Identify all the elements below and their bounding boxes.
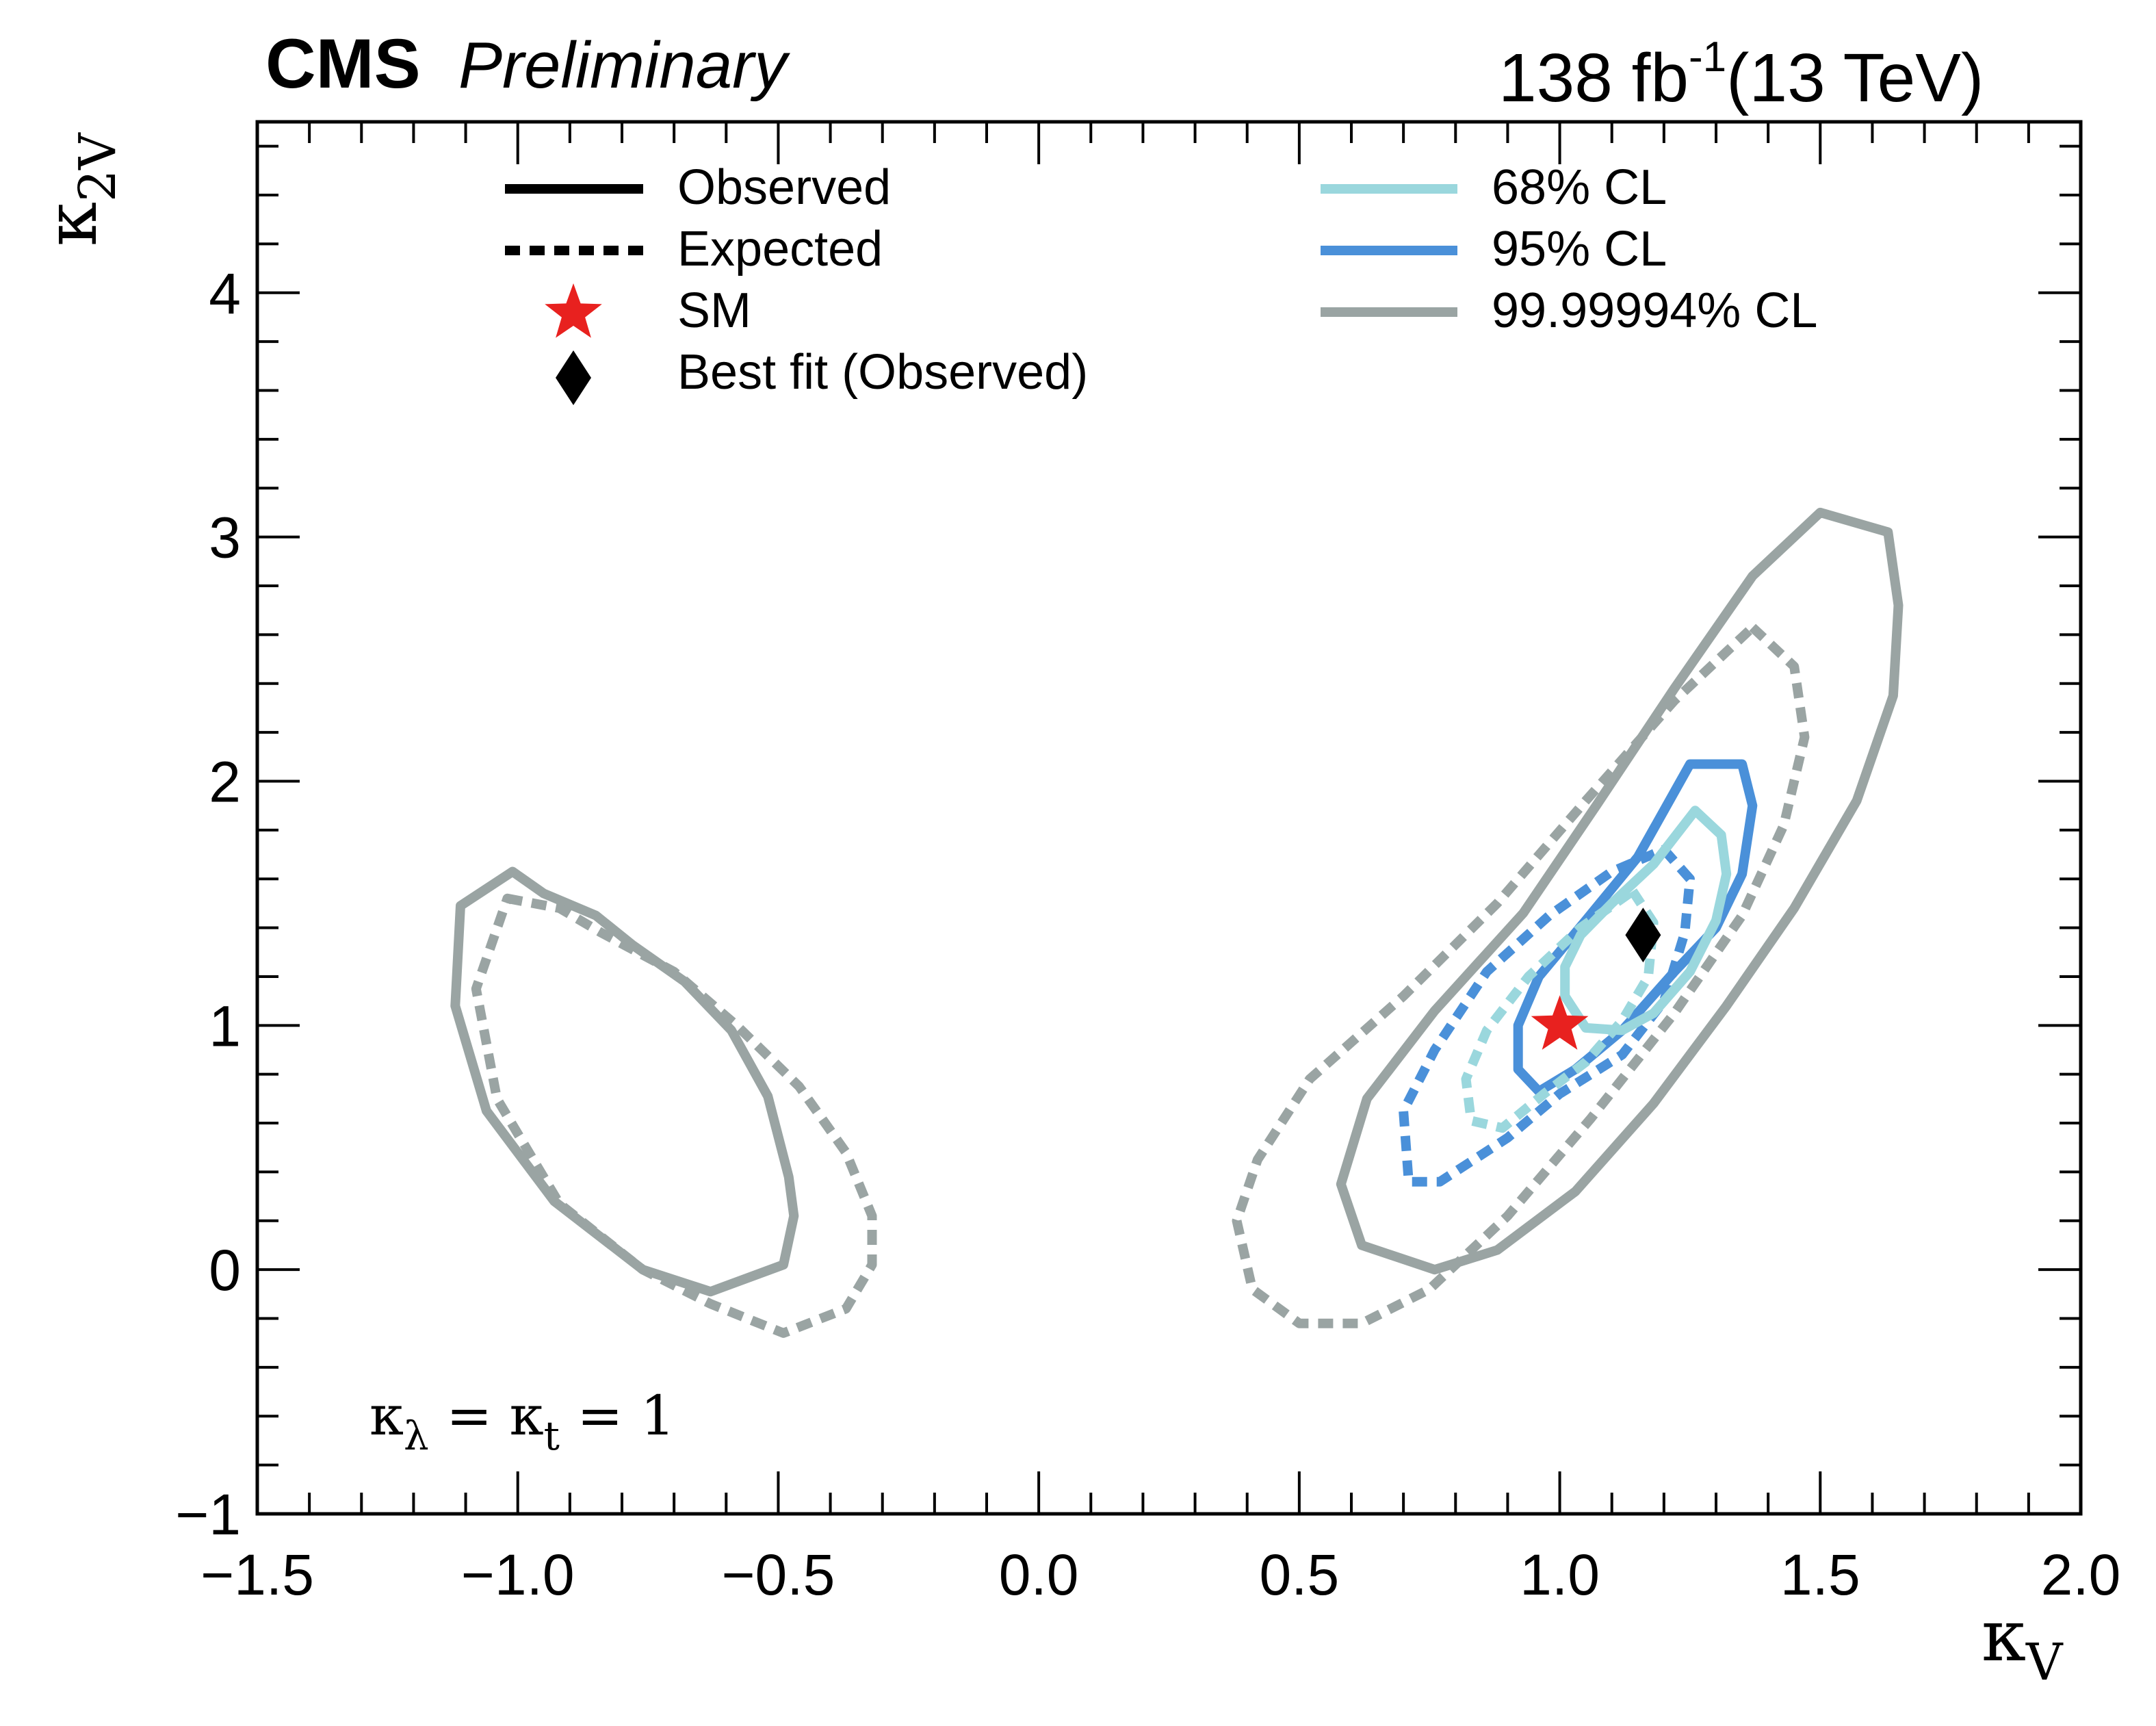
y-tick-label: 1 [209,994,241,1058]
legend-cl99-label: 99.99994% CL [1492,283,1817,338]
x-tick-label: 1.0 [1520,1543,1600,1607]
legend-expected-label: Expected [677,222,883,276]
contour-exp-99-left [471,893,877,1338]
x-tick-label: 0.0 [999,1543,1079,1607]
contour-exp-99-right [1232,622,1810,1328]
legend-sm-star-icon [545,283,602,338]
contour-exp-68 [1461,886,1659,1133]
coupling-annotation: κλ = κt = 1 [369,1384,675,1459]
y-tick-label: 3 [209,506,241,570]
best-fit-diamond-marker [1625,907,1661,963]
preliminary-label: Preliminary [458,29,790,102]
x-axis-symbol: κ [1982,1594,2026,1677]
y-tick-label: −1 [175,1482,241,1547]
kappa-t-subscript: t [544,1413,560,1459]
legend: Observed Expected SM Best fit (Observed)… [505,160,1817,405]
contours [450,507,1904,1338]
x-axis-subscript: V [2025,1633,2064,1692]
y-tick-label: 4 [209,261,241,326]
y-axis-symbol: κ [29,202,113,246]
luminosity-value: 138 fb [1498,40,1689,116]
axis-ticks: −1.5 −1.0 −0.5 0.0 0.5 1.0 1.5 2.0 −1 0 1 2 3 4 [175,122,2120,1607]
kappa-lambda-symbol: κ [369,1384,404,1447]
legend-sm-label: SM [677,283,751,338]
y-tick-label: 0 [209,1238,241,1302]
energy-value: (13 TeV) [1726,40,1984,116]
annotation-equals-2: = 1 [560,1384,675,1447]
x-tick-label: 0.5 [1259,1543,1339,1607]
x-axis-title: κV [1982,1594,2064,1692]
legend-cl95-label: 95% CL [1492,222,1667,276]
plot-frame-rect [255,120,2083,1516]
legend-bestfit-label: Best fit (Observed) [677,345,1088,400]
contour-exp-95 [1399,845,1695,1187]
contour-obs-99-left [450,866,799,1297]
contour-obs-99-right [1336,507,1904,1275]
y-tick-label: 2 [209,749,241,814]
x-tick-label: −0.5 [722,1543,835,1607]
kappa-t-symbol: κ [510,1384,544,1447]
x-tick-label: −1.0 [461,1543,575,1607]
x-tick-label: −1.5 [200,1543,314,1607]
x-tick-label: 1.5 [1780,1543,1860,1607]
cms-label: CMS [265,25,421,103]
y-axis-title: κ2V [29,132,127,246]
legend-cl68-label: 68% CL [1492,160,1667,215]
sm-star-marker [1531,995,1589,1050]
x-tick-label: 2.0 [2041,1543,2121,1607]
legend-bestfit-diamond-icon [556,350,591,405]
plot-frame [255,120,2083,1516]
legend-observed-label: Observed [677,160,891,215]
y-axis-subscript: 2V [68,132,127,202]
markers [1531,907,1661,1050]
kappa-lambda-subscript: λ [404,1413,429,1459]
annotation-equals-1: = [429,1384,510,1447]
luminosity-exponent: -1 [1689,34,1726,81]
luminosity-label: 138 fb-1(13 TeV) [1498,34,1984,116]
